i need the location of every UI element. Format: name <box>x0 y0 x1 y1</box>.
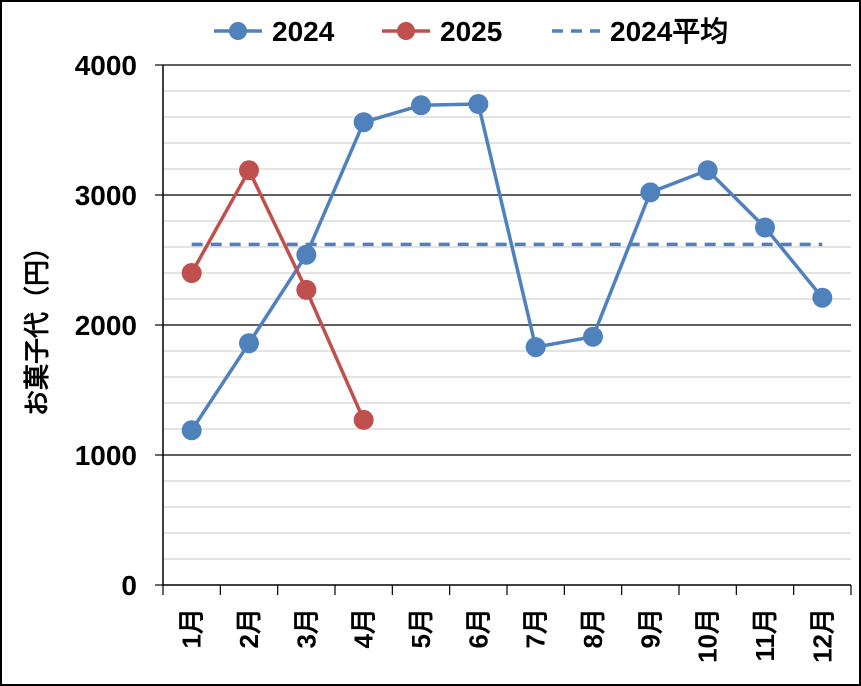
x-tick-label: 8月 <box>578 608 608 648</box>
legend-marker-2024 <box>229 22 247 40</box>
data-point-2024 <box>640 182 661 203</box>
x-tick-label: 9月 <box>635 608 665 648</box>
y-axis-title: お菓子代（円） <box>22 234 52 416</box>
x-tick-label: 3月 <box>291 608 321 648</box>
series-line-2025 <box>190 168 366 421</box>
x-tick-label: 10月 <box>693 608 723 663</box>
data-point-2024 <box>181 420 202 441</box>
x-tick-label: 4月 <box>349 608 379 648</box>
y-tick-label: 0 <box>121 570 137 601</box>
y-tick-label: 1000 <box>75 440 137 471</box>
data-point-2024 <box>755 217 775 238</box>
legend-label-2024平均: 2024平均 <box>610 16 728 47</box>
data-point-2024 <box>583 326 603 347</box>
data-point-2025 <box>181 263 202 283</box>
data-point-2024 <box>353 112 374 133</box>
x-tick-label: 7月 <box>521 608 551 648</box>
data-point-2024 <box>296 244 317 265</box>
x-tick-label: 11月 <box>750 608 780 662</box>
legend-marker-2025 <box>397 22 415 40</box>
series-line-2024 <box>190 102 824 432</box>
data-point-2025 <box>353 409 374 430</box>
data-point-2025 <box>239 160 259 181</box>
x-tick-label: 5月 <box>406 608 436 648</box>
y-tick-label: 4000 <box>75 50 137 81</box>
x-tick-label: 2月 <box>234 608 264 648</box>
y-tick-label: 3000 <box>75 180 137 211</box>
legend-label-2024: 2024 <box>272 16 335 47</box>
data-point-2024 <box>697 160 718 181</box>
data-point-2024 <box>812 287 833 308</box>
x-tick-label: 12月 <box>807 608 837 663</box>
data-point-2025 <box>296 279 317 300</box>
x-tick-label: 1月 <box>177 608 207 648</box>
data-point-2024 <box>525 337 546 358</box>
y-tick-label: 2000 <box>75 310 137 341</box>
data-point-2024 <box>468 94 489 114</box>
data-point-2024 <box>239 333 259 354</box>
data-point-2024 <box>411 95 431 116</box>
x-tick-label: 6月 <box>463 608 493 648</box>
legend-label-2025: 2025 <box>440 16 502 47</box>
